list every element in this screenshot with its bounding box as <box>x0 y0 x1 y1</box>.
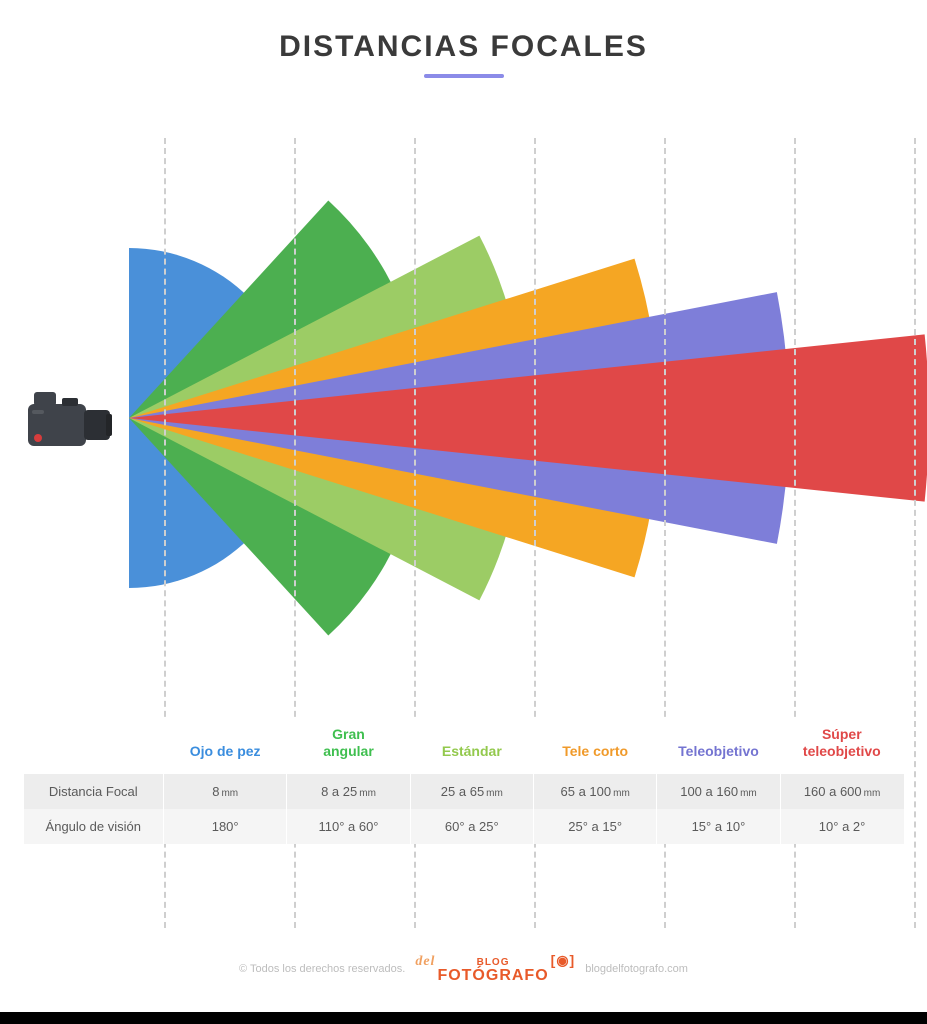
lens-header-label: Ojo de pez <box>168 743 283 760</box>
lens-header-label: teleobjetivo <box>784 743 899 760</box>
cell-angle: 60° a 25° <box>410 809 533 844</box>
logo-del: del <box>415 955 435 969</box>
cones-svg <box>24 138 904 698</box>
logo-foto: FOTÓGRAFO <box>437 967 548 984</box>
cell-focal: 160 a 600mm <box>780 774 903 809</box>
cell-angle: 180° <box>164 809 287 844</box>
copyright-text: © Todos los derechos reservados. <box>239 963 405 975</box>
lens-header-label: Súper <box>784 726 899 743</box>
lens-header-label: Gran <box>291 726 406 743</box>
lens-header-label: Estándar <box>414 743 529 760</box>
footer: © Todos los derechos reservados. del BLO… <box>0 953 927 984</box>
cell-focal: 100 a 160mm <box>657 774 780 809</box>
infographic-container: DISTANCIAS FOCALES Oj <box>0 0 927 1024</box>
lens-header: Teleobjetivo <box>657 718 780 774</box>
row-label-angle: Ángulo de visión <box>24 809 164 844</box>
lens-header-label: Tele corto <box>537 743 652 760</box>
page-title: DISTANCIAS FOCALES <box>20 30 907 64</box>
brand-logo: del BLOG FOTÓGRAFO [◉] <box>415 953 575 984</box>
lens-header: Estándar <box>410 718 533 774</box>
header-spacer <box>24 718 164 774</box>
cell-angle: 110° a 60° <box>287 809 410 844</box>
lens-header: Granangular <box>287 718 410 774</box>
table-row-focal: Distancia Focal 8mm8 a 25mm25 a 65mm65 a… <box>24 774 904 809</box>
cell-focal: 25 a 65mm <box>410 774 533 809</box>
camera-icon <box>24 378 114 458</box>
cell-focal: 8 a 25mm <box>287 774 410 809</box>
title-underline <box>424 74 504 78</box>
bottom-black-bar <box>0 1012 927 1024</box>
lens-header-row: Ojo de pezGranangularEstándarTele cortoT… <box>24 718 904 774</box>
cell-angle: 10° a 2° <box>780 809 903 844</box>
focal-length-table: Ojo de pezGranangularEstándarTele cortoT… <box>24 718 904 844</box>
lens-header-label: angular <box>291 743 406 760</box>
gridline <box>914 138 916 928</box>
focal-length-diagram <box>24 138 904 698</box>
row-label-focal: Distancia Focal <box>24 774 164 809</box>
lens-header: Súperteleobjetivo <box>780 718 903 774</box>
site-url: blogdelfotografo.com <box>585 963 688 975</box>
logo-camera-icon: [◉] <box>551 953 576 967</box>
cell-angle: 15° a 10° <box>657 809 780 844</box>
cell-focal: 65 a 100mm <box>533 774 656 809</box>
lens-header: Tele corto <box>533 718 656 774</box>
cell-angle: 25° a 15° <box>533 809 656 844</box>
cell-focal: 8mm <box>164 774 287 809</box>
table-row-angle: Ángulo de visión 180°110° a 60°60° a 25°… <box>24 809 904 844</box>
lens-header-label: Teleobjetivo <box>661 743 776 760</box>
lens-header: Ojo de pez <box>164 718 287 774</box>
